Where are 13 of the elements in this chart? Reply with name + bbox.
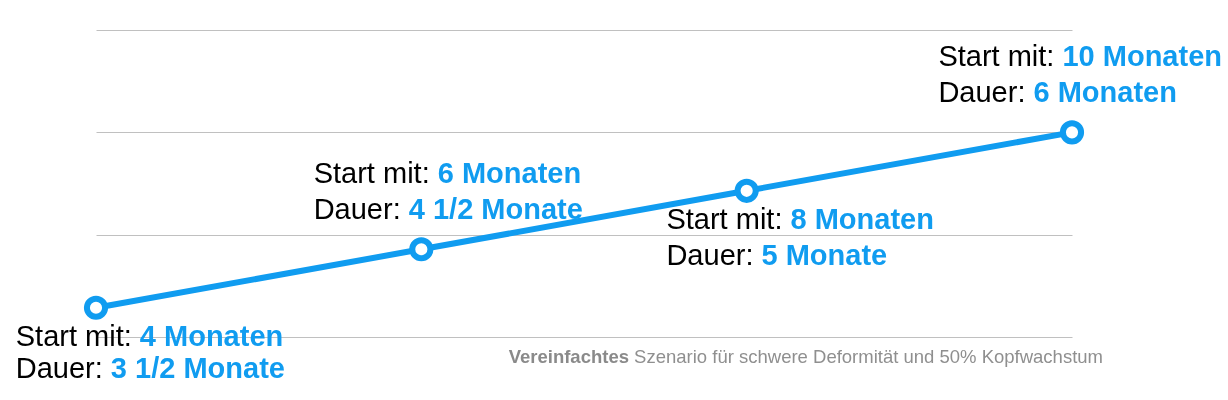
annotation: Dauer: 6 Monaten [938,76,1177,109]
text: Dauer: 3 1/2 Monate [15,352,285,384]
annotation: Dauer: 4 1/2 Monate [313,193,583,226]
point [734,178,759,203]
data-label: Start mit: 8 Monaten [666,202,934,235]
point [1059,120,1085,145]
point [409,237,434,262]
text: Vereinfachtes Szenario für schwere Deformität und 50% Kopfwachstum [508,346,1103,367]
data-label: Start mit: 6 Monaten [313,157,582,190]
data-label: Start mit: 10 Monaten [938,40,1222,73]
annotation: Dauer: 5 Monate [666,238,888,271]
data-label: Start mit: 4 Monaten [15,319,284,352]
point [83,295,109,320]
